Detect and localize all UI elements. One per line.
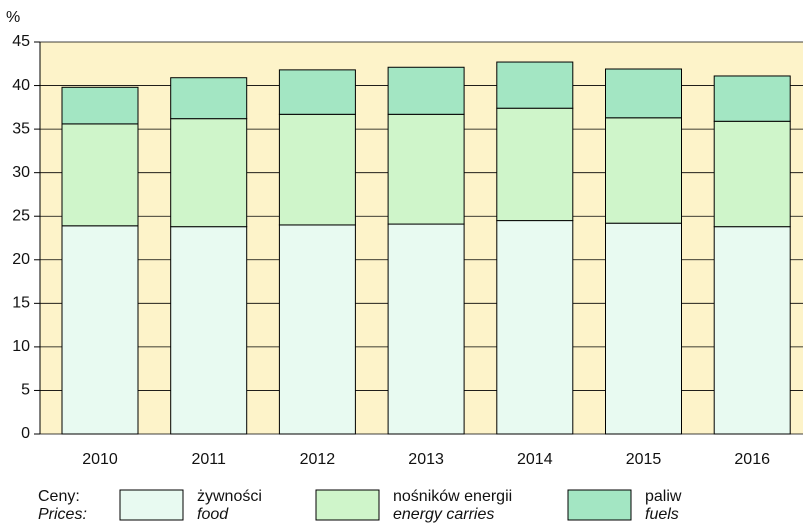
legend-swatch — [315, 489, 380, 521]
legend-label-en: energy carries — [393, 506, 494, 523]
bar-segment — [278, 224, 356, 435]
y-axis-label: % — [6, 9, 20, 26]
y-tick-label: 35 — [12, 120, 30, 137]
x-tick-label: 2015 — [626, 451, 662, 468]
bar-segment — [278, 69, 356, 115]
legend-label-en: food — [197, 506, 229, 523]
x-tick-label: 2011 — [191, 451, 226, 468]
bar-segment — [605, 222, 682, 435]
bar-segment — [713, 226, 791, 435]
legend-title: Ceny: — [38, 488, 80, 505]
bar-segment — [713, 75, 791, 122]
x-tick-label: 2012 — [300, 451, 336, 468]
bar-segment — [61, 86, 139, 125]
y-tick-label: 0 — [21, 425, 30, 442]
bar-segment — [61, 123, 139, 227]
bar-segment — [713, 120, 791, 228]
x-tick-label: 2013 — [408, 451, 444, 468]
bar-segment — [496, 220, 574, 435]
x-tick-label: 2014 — [517, 451, 553, 468]
bar-segment — [605, 68, 682, 119]
legend-label: żywności — [197, 488, 262, 505]
bar-segment — [170, 77, 248, 120]
bar-segment — [496, 107, 574, 222]
legend-title-en: Prices: — [38, 506, 87, 523]
legend-swatch — [119, 489, 184, 521]
y-tick-label: 25 — [12, 207, 30, 224]
bar-segment — [605, 117, 682, 224]
x-tick-label: 2010 — [82, 451, 118, 468]
bar-segment — [496, 61, 574, 109]
y-tick-label: 10 — [12, 338, 30, 355]
bar-segment — [278, 113, 356, 226]
legend-label: nośników energii — [393, 488, 512, 505]
bar-segment — [170, 226, 248, 435]
x-tick-label: 2016 — [734, 451, 770, 468]
bar-segment — [387, 66, 465, 115]
y-tick-label: 40 — [12, 77, 30, 94]
legend-label-en: fuels — [645, 506, 679, 523]
y-tick-label: 45 — [12, 33, 30, 50]
y-tick-label: 20 — [12, 251, 30, 268]
bar-segment — [387, 113, 465, 225]
bar-segment — [387, 223, 465, 435]
y-tick-label: 5 — [21, 382, 30, 399]
y-tick-label: 15 — [12, 295, 30, 312]
legend-swatch — [567, 489, 632, 521]
bar-segment — [61, 225, 139, 435]
y-tick-label: 30 — [12, 164, 30, 181]
bar-segment — [170, 118, 248, 228]
legend-label: paliw — [645, 488, 682, 505]
